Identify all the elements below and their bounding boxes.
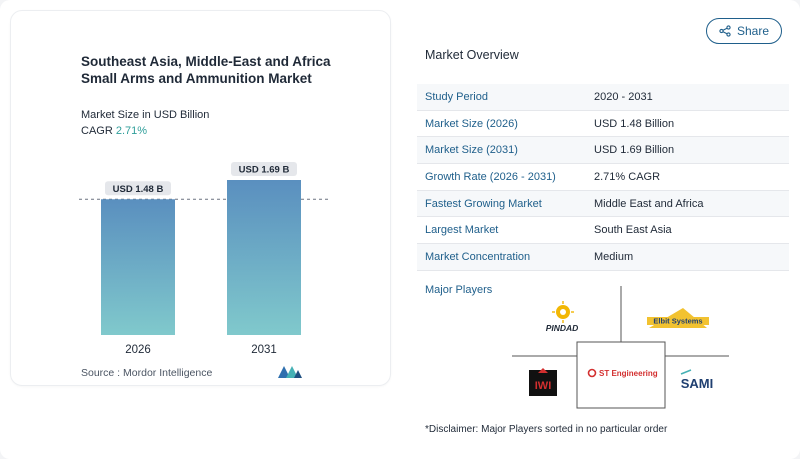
data-label-bg [105, 181, 171, 196]
data-label-bg [231, 162, 297, 176]
st-engineering-logo: ST Engineering [587, 368, 658, 378]
overview-row-key: Study Period [425, 90, 488, 103]
share-label: Share [736, 24, 770, 38]
players-logos: PINDAD Elbit Systems IWI ST Engineering [512, 286, 729, 409]
overview-row-value: Medium [594, 250, 634, 263]
overview-row-key: Largest Market [425, 224, 499, 237]
overview-row-value: South East Asia [594, 224, 672, 237]
overview-row: Market Size (2026) USD 1.48 Billion [417, 111, 789, 138]
chart-title: Southeast Asia, Middle-East and Africa S… [81, 54, 331, 86]
sami-logo-text: SAMI [681, 376, 714, 391]
overview-row-value: 2.71% CAGR [594, 170, 661, 183]
overview-row-value: USD 1.69 Billion [594, 144, 675, 157]
overview-row-value: 2020 - 2031 [594, 90, 653, 103]
iwi-logo-text: IWI [535, 380, 552, 392]
major-players-panel: Major Players PINDAD [417, 274, 789, 410]
pindad-logo: PINDAD [546, 301, 579, 333]
overview-row-key: Market Size (2026) [425, 117, 518, 130]
overview-title: Market Overview [425, 48, 519, 62]
iwi-logo: IWI [529, 368, 557, 396]
sami-logo: SAMI [680, 369, 714, 391]
overview-row: Study Period 2020 - 2031 [417, 84, 789, 111]
overview-row: Market Size (2031) USD 1.69 Billion [417, 137, 789, 165]
overview-row: Fastest Growing Market Middle East and Af… [417, 190, 789, 218]
cagr-value: 2.71% [115, 125, 148, 137]
mordor-intelligence-logo [278, 366, 302, 378]
category-label: 2026 [125, 344, 151, 356]
overview-row-key: Market Concentration [425, 250, 531, 263]
overview-row-key: Growth Rate (2026 - 2031) [425, 170, 556, 183]
chart-subtitle: Market Size in USD Billion [81, 109, 210, 121]
overview-row-key: Fastest Growing Market [425, 197, 542, 210]
chart-card: USD 1.48 B 2026 USD 1.69 B 2031 Southeast A… [10, 10, 391, 386]
overview-row-key: Market Size (2031) [425, 144, 518, 157]
share-icon [719, 25, 731, 37]
overview-row: Growth Rate (2026 - 2031) 2.71% CAGR [417, 164, 789, 191]
category-label: 2031 [251, 344, 277, 356]
chart-cagr: CAGR 2.71% [81, 125, 147, 137]
elbit-systems-logo-text: Elbit Systems [653, 317, 702, 326]
pindad-logo-text: PINDAD [546, 323, 579, 333]
overview-row-value: USD 1.48 Billion [594, 117, 675, 130]
overview-row: Largest Market South East Asia [417, 217, 789, 245]
overview-row: Market Concentration Medium [417, 244, 789, 271]
disclaimer: *Disclaimer: Major Players sorted in no … [425, 424, 668, 435]
st-engineering-logo-text: ST Engineering [599, 369, 658, 378]
overview-table: Study Period 2020 - 2031 Market Size (2026… [417, 84, 789, 271]
share-button[interactable]: Share [706, 18, 782, 44]
data-label: USD 1.48 B [113, 184, 164, 195]
overview-row-value: Middle East and Africa [594, 197, 704, 210]
elbit-systems-logo: Elbit Systems [647, 308, 709, 328]
bar-chart: USD 1.48 B 2026 USD 1.69 B 2031 [79, 162, 329, 356]
bar-2026 [101, 199, 175, 335]
major-players-label: Major Players [425, 284, 493, 296]
cagr-label: CAGR [81, 125, 113, 137]
chart-source: Source : Mordor Intelligence [81, 367, 213, 379]
data-label: USD 1.69 B [239, 165, 290, 176]
bar-2031 [227, 180, 301, 335]
